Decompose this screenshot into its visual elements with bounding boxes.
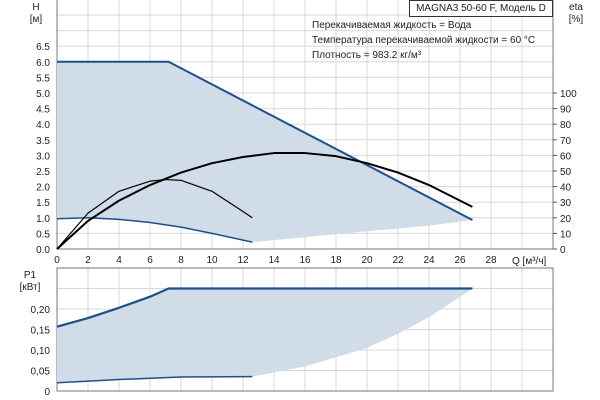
eta-tick-label: 90 — [560, 105, 572, 116]
p1-tick-label: 0,15 — [31, 326, 51, 337]
x-tick-label: 28 — [485, 255, 497, 266]
eta-tick-label: 30 — [560, 198, 572, 209]
eta-tick-label: 0 — [560, 245, 566, 256]
axis-tick-labels: 0 2 4 6 8 10 12 14 16 18 20 22 24 26 280.00.51.01.52.0… — [31, 42, 578, 398]
eta-tick-label: 50 — [560, 167, 572, 178]
x-tick-label: 26 — [454, 255, 466, 266]
max-power-curve — [56, 287, 473, 328]
h-tick-label: 1.5 — [36, 198, 50, 209]
h-tick-label: 0.0 — [36, 245, 50, 256]
h-tick-label: 2.5 — [36, 167, 50, 178]
min-power-curve — [56, 375, 253, 384]
h-tick-label: 2.0 — [36, 183, 50, 194]
chart-title: MAGNA3 50-60 F, Модель D — [409, 0, 553, 17]
eta-min-curve — [56, 178, 253, 250]
x-tick-label: 22 — [392, 255, 404, 266]
x-tick-label: 6 — [147, 255, 153, 266]
p1-tick-label: 0,10 — [31, 346, 51, 357]
eta-max-curve — [56, 152, 473, 250]
fluid-info: Перекачиваемая жидкость = Вода Температу… — [312, 18, 535, 63]
h-tick-label: 5.5 — [36, 73, 50, 84]
h-tick-label: 1.0 — [36, 214, 50, 225]
h-tick-label: 6.5 — [36, 42, 50, 53]
h-tick-label: 0.5 — [36, 229, 50, 240]
eta-tick-label: 60 — [560, 151, 572, 162]
h-tick-label: 3.0 — [36, 151, 50, 162]
eta-tick-label: 80 — [560, 120, 572, 131]
p1-axis-unit: [кВт] — [20, 282, 41, 293]
x-tick-label: 4 — [116, 255, 122, 266]
x-tick-label: 2 — [85, 255, 91, 266]
x-tick-label: 12 — [237, 255, 249, 266]
h-tick-label: 6.0 — [36, 58, 50, 69]
p1-axis-label: P1 — [24, 270, 37, 281]
eta-axis-unit: [%] — [569, 14, 584, 25]
power-operating-area — [57, 288, 473, 383]
h-tick-label: 4.5 — [36, 105, 50, 116]
chart-marks — [56, 60, 473, 384]
density-annotation: Плотность = 983.2 кг/м³ — [312, 50, 422, 61]
temperature-annotation: Температура перекачиваемой жидкости = 60… — [312, 35, 536, 46]
x-tick-label: 24 — [423, 255, 435, 266]
eta-tick-label: 10 — [560, 229, 572, 240]
eta-tick-label: 70 — [560, 136, 572, 147]
x-tick-label: 8 — [178, 255, 184, 266]
min-head-curve — [56, 217, 253, 243]
eta-tick-label: 100 — [560, 89, 577, 100]
eta-tick-label: 20 — [560, 214, 572, 225]
h-axis-unit: [м] — [30, 14, 43, 25]
eta-axis-label: eta — [569, 2, 583, 13]
h-axis-label: H — [32, 2, 39, 13]
p1-tick-label: 0,20 — [31, 305, 51, 316]
head-operating-area — [57, 61, 473, 243]
eta-tick-label: 40 — [560, 183, 572, 194]
x-tick-label: 16 — [299, 255, 311, 266]
h-tick-label: 4.0 — [36, 120, 50, 131]
fluid-annotation: Перекачиваемая жидкость = Вода — [312, 20, 472, 31]
p1-tick-label: 0 — [44, 387, 50, 398]
h-tick-label: 5.0 — [36, 89, 50, 100]
q-axis-label: Q [м³/ч] — [512, 256, 547, 267]
x-tick-label: 14 — [268, 255, 280, 266]
x-tick-label: 18 — [330, 255, 342, 266]
x-tick-label: 20 — [361, 255, 373, 266]
h-tick-label: 3.5 — [36, 136, 50, 147]
x-tick-label: 0 — [54, 255, 60, 266]
max-head-curve — [57, 60, 473, 221]
p1-tick-label: 0,05 — [31, 367, 51, 378]
x-tick-label: 10 — [206, 255, 218, 266]
